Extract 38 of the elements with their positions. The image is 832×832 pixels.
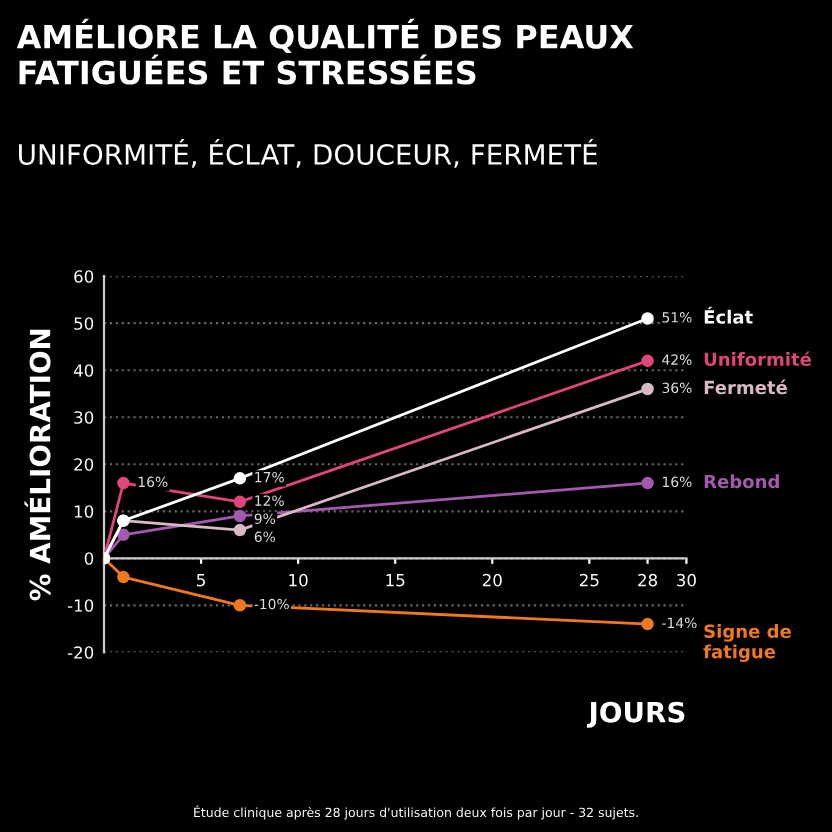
y-tick-label: 0 bbox=[84, 552, 94, 565]
text: Fermeté bbox=[704, 379, 787, 395]
y-tick-label: 40 bbox=[73, 364, 94, 377]
x-tick-label: 20 bbox=[482, 573, 502, 587]
point bbox=[233, 509, 247, 523]
text: Signe de fatigue bbox=[703, 624, 791, 663]
x-tick-label: 30 bbox=[677, 573, 696, 587]
point bbox=[641, 476, 654, 490]
text: Éclat bbox=[704, 306, 753, 324]
y-tick-label: 50 bbox=[74, 317, 94, 330]
point bbox=[117, 570, 130, 584]
y-tick-label: -20 bbox=[67, 646, 94, 659]
point bbox=[233, 599, 247, 612]
x-tick-label: 15 bbox=[386, 574, 405, 587]
x-tick-label: 5 bbox=[197, 574, 205, 587]
point bbox=[117, 476, 130, 490]
y-axis-title: % AMÉLIORATION bbox=[24, 329, 51, 601]
text: Uniformité bbox=[704, 351, 811, 367]
y-tick-label: 60 bbox=[74, 270, 94, 283]
point bbox=[641, 354, 654, 368]
point bbox=[641, 312, 654, 325]
x-tick-label: 28 bbox=[638, 573, 658, 587]
y-tick-label: -10 bbox=[67, 599, 94, 612]
x-tick-label: 25 bbox=[579, 573, 599, 587]
chart-title: AMÉLIORE LA QUALITÉ DES PEAUX FATIGUÉES ET STRESSÉES bbox=[16, 18, 634, 85]
y-tick-label: 10 bbox=[74, 505, 94, 518]
point bbox=[117, 528, 130, 542]
x-tick-label: 10 bbox=[289, 573, 308, 587]
point bbox=[641, 617, 654, 631]
y-tick-label: 20 bbox=[74, 458, 94, 471]
text: Rebond bbox=[704, 474, 779, 489]
point bbox=[233, 472, 247, 485]
x-axis-title: JOURS bbox=[586, 701, 685, 728]
point bbox=[233, 523, 247, 537]
chart-subtitle: UNIFORMITÉ, ÉCLAT, DOUCEUR, FERMETÉ bbox=[19, 138, 597, 168]
point bbox=[641, 382, 654, 396]
point bbox=[233, 495, 247, 509]
y-tick-label: 30 bbox=[74, 411, 94, 424]
